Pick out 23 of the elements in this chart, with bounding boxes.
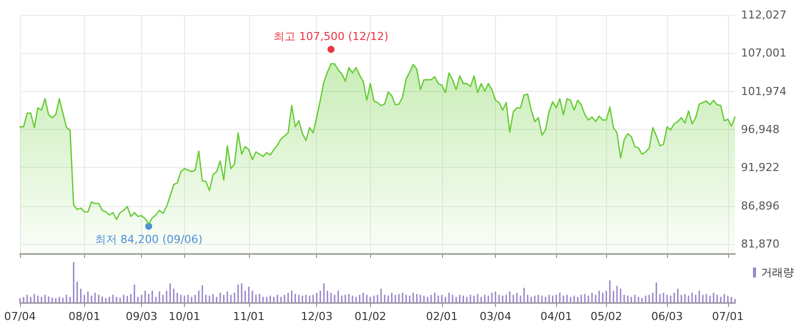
x-tick-label: 02/01 xyxy=(426,310,458,323)
x-tick-label: 06/03 xyxy=(651,310,683,323)
y-tick-label: 81,870 xyxy=(741,237,780,250)
x-tick-label: 05/02 xyxy=(590,310,622,323)
x-tick-label: 07/04 xyxy=(4,310,36,323)
x-tick-label: 12/03 xyxy=(300,310,333,323)
legend-label: 거래량 xyxy=(761,266,794,279)
data-label: 최고 107,500 (12/12) xyxy=(274,30,388,43)
x-tick-label: 11/01 xyxy=(232,310,265,323)
data-label: 최저 84,200 (09/06) xyxy=(94,232,203,246)
x-tick-label: 10/01 xyxy=(168,310,200,323)
y-tick-label: 107,001 xyxy=(741,46,786,60)
y-tick-label: 91,922 xyxy=(741,161,780,174)
x-tick-label: 01/02 xyxy=(354,310,386,323)
x-tick-label: 03/04 xyxy=(480,310,512,323)
x-tick-label: 07/01 xyxy=(712,310,744,323)
y-tick-label: 101,974 xyxy=(741,84,786,98)
x-tick-label: 09/03 xyxy=(126,310,158,323)
x-tick-label: 08/01 xyxy=(68,310,100,323)
y-tick-label: 86,896 xyxy=(741,199,780,212)
x-tick-label: 04/01 xyxy=(540,310,572,323)
y-tick-label: 112,027 xyxy=(741,8,786,22)
y-tick-label: 96,948 xyxy=(741,122,780,136)
